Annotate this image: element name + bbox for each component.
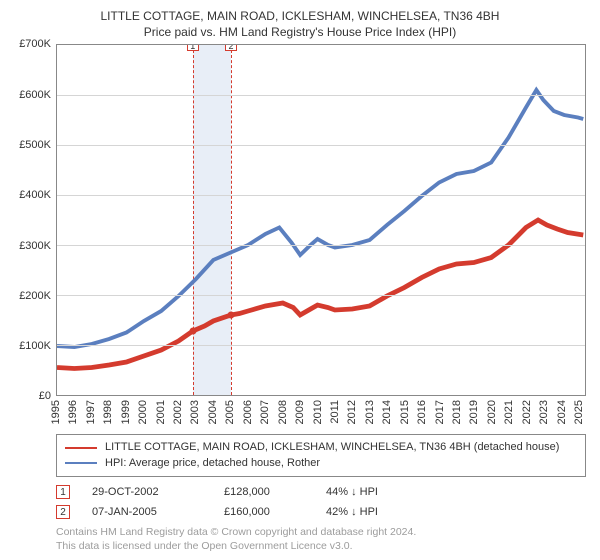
x-tick-label: 2010 (312, 400, 324, 424)
x-tick-label: 1996 (67, 400, 79, 424)
x-tick-label: 2025 (573, 400, 585, 424)
x-tick-label: 2022 (521, 400, 533, 424)
x-tick-label: 2007 (259, 400, 271, 424)
x-tick-label: 2017 (434, 400, 446, 424)
plot-outer: 12 £0£100K£200K£300K£400K£500K£600K£700K… (56, 44, 586, 396)
sale-row-1: 1 29-OCT-2002 £128,000 44% ↓ HPI (56, 485, 586, 499)
x-tick-label: 2005 (224, 400, 236, 424)
legend-box: LITTLE COTTAGE, MAIN ROAD, ICKLESHAM, WI… (56, 434, 586, 477)
line-chart-svg (57, 45, 585, 395)
plot-area: 12 (56, 44, 586, 396)
x-tick-label: 2011 (329, 400, 341, 424)
y-tick-label: £100K (19, 340, 51, 352)
gridline (57, 195, 585, 196)
sale-marker-box: 2 (225, 44, 237, 51)
gridline (57, 345, 585, 346)
x-tick-label: 2014 (381, 400, 393, 424)
chart-title: LITTLE COTTAGE, MAIN ROAD, ICKLESHAM, WI… (10, 8, 590, 40)
sale-date-2: 07-JAN-2005 (92, 506, 202, 518)
footer-line-1: Contains HM Land Registry data © Crown c… (56, 525, 586, 539)
x-tick-label: 2015 (399, 400, 411, 424)
sale-marker-box: 1 (187, 44, 199, 51)
legend-label-property: LITTLE COTTAGE, MAIN ROAD, ICKLESHAM, WI… (105, 440, 559, 455)
sale-dot (189, 328, 196, 335)
x-tick-label: 2012 (346, 400, 358, 424)
y-tick-label: £400K (19, 189, 51, 201)
title-line-2: Price paid vs. HM Land Registry's House … (10, 24, 590, 40)
x-tick-label: 2000 (137, 400, 149, 424)
gridline (57, 145, 585, 146)
x-tick-label: 2018 (451, 400, 463, 424)
x-tick-label: 2016 (416, 400, 428, 424)
y-tick-label: £500K (19, 139, 51, 151)
legend-swatch-hpi (65, 462, 97, 464)
legend-row-property: LITTLE COTTAGE, MAIN ROAD, ICKLESHAM, WI… (65, 440, 577, 455)
legend-swatch-property (65, 447, 97, 449)
x-tick-label: 1998 (102, 400, 114, 424)
x-tick-label: 2013 (364, 400, 376, 424)
sale-delta-2: 42% ↓ HPI (326, 506, 426, 518)
x-tick-label: 2001 (155, 400, 167, 424)
title-line-1: LITTLE COTTAGE, MAIN ROAD, ICKLESHAM, WI… (10, 8, 590, 24)
chart-container: LITTLE COTTAGE, MAIN ROAD, ICKLESHAM, WI… (0, 0, 600, 558)
gridline (57, 245, 585, 246)
x-tick-label: 2002 (172, 400, 184, 424)
x-tick-label: 2019 (468, 400, 480, 424)
series-line-hpi (57, 90, 583, 347)
y-tick-label: £300K (19, 240, 51, 252)
x-tick-label: 1995 (50, 400, 62, 424)
legend-label-hpi: HPI: Average price, detached house, Roth… (105, 456, 320, 471)
gridline (57, 95, 585, 96)
footer: Contains HM Land Registry data © Crown c… (56, 525, 586, 553)
x-tick-label: 2023 (538, 400, 550, 424)
gridline (57, 295, 585, 296)
footer-line-2: This data is licensed under the Open Gov… (56, 539, 586, 553)
sale-date-1: 29-OCT-2002 (92, 486, 202, 498)
y-tick-label: £200K (19, 290, 51, 302)
x-tick-label: 2006 (242, 400, 254, 424)
sale-price-2: £160,000 (224, 506, 304, 518)
sales-table: 1 29-OCT-2002 £128,000 44% ↓ HPI 2 07-JA… (56, 485, 586, 519)
y-tick-label: £700K (19, 38, 51, 50)
x-tick-label: 2020 (486, 400, 498, 424)
sale-row-2: 2 07-JAN-2005 £160,000 42% ↓ HPI (56, 505, 586, 519)
x-tick-label: 2008 (277, 400, 289, 424)
sale-delta-1: 44% ↓ HPI (326, 486, 426, 498)
sale-marker-2: 2 (56, 505, 70, 519)
x-tick-label: 2024 (556, 400, 568, 424)
x-tick-label: 2004 (207, 400, 219, 424)
x-tick-label: 2003 (189, 400, 201, 424)
sale-marker-1: 1 (56, 485, 70, 499)
x-tick-label: 2009 (294, 400, 306, 424)
x-tick-label: 1999 (120, 400, 132, 424)
sale-dot (228, 312, 235, 319)
x-tick-label: 2021 (503, 400, 515, 424)
x-tick-label: 1997 (85, 400, 97, 424)
legend-row-hpi: HPI: Average price, detached house, Roth… (65, 456, 577, 471)
sale-price-1: £128,000 (224, 486, 304, 498)
y-tick-label: £600K (19, 89, 51, 101)
